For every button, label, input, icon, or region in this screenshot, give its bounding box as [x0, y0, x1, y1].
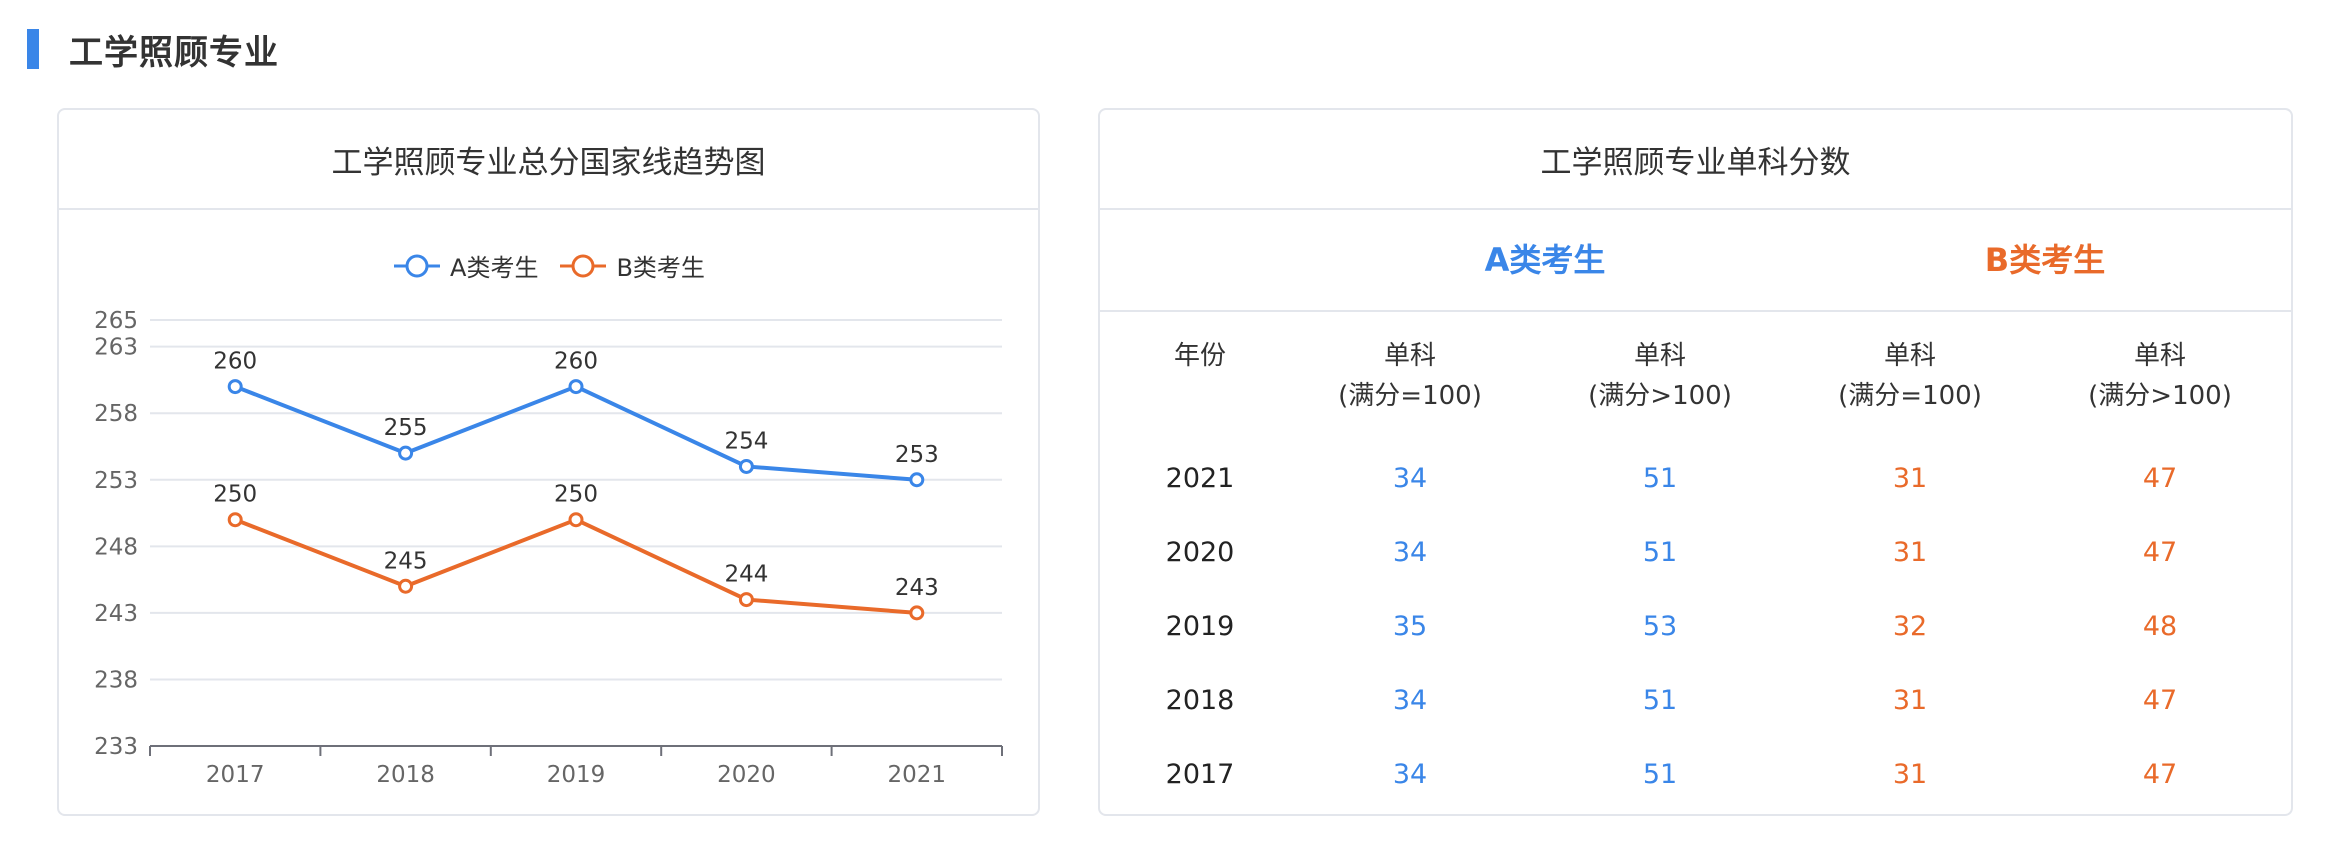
- section-title: 工学照顾专业: [69, 32, 279, 73]
- legend-a-icon: [394, 254, 441, 277]
- y-tick-label: 233: [94, 734, 138, 760]
- cell-a-col2: 53: [1642, 610, 1678, 642]
- legend-b-icon: [560, 254, 607, 277]
- data-point: [227, 512, 243, 528]
- cell-a-col2: 51: [1642, 684, 1678, 716]
- y-tick-label: 248: [94, 534, 138, 560]
- legend-item-a[interactable]: A类考生: [392, 248, 538, 283]
- cell-b-col1: 31: [1892, 684, 1928, 716]
- x-tick-label: 2017: [206, 762, 265, 788]
- cell-a-col2: 51: [1642, 462, 1678, 494]
- cell-a-col1: 34: [1392, 536, 1428, 568]
- cell-b-col1: 31: [1892, 462, 1928, 494]
- table-row: 2017 34 51 31 47: [1100, 737, 2291, 811]
- table-header: 年份 单科 (满分=100) 单科 (满分>100) 单科 (满分=100) 单…: [1100, 336, 2291, 426]
- y-tick-label: 238: [94, 667, 138, 693]
- table-row: 2018 34 51 31 47: [1100, 663, 2291, 737]
- header-b-col1: 单科 (满分=100): [1785, 336, 2035, 416]
- table-card-title: 工学照顾专业单科分数: [1100, 110, 2291, 210]
- data-point: [568, 379, 584, 395]
- data-point: [909, 605, 925, 621]
- cell-a-col1: 34: [1392, 462, 1428, 494]
- x-tick-label: 2021: [888, 762, 947, 788]
- header-a-col2-line1: 单科: [1633, 341, 1686, 371]
- y-tick-label: 243: [94, 601, 138, 627]
- header-a-col2: 单科 (满分>100): [1535, 336, 1785, 416]
- chart-card-title: 工学照顾专业总分国家线趋势图: [59, 110, 1038, 210]
- header-a-col2-line2: (满分>100): [1588, 381, 1732, 411]
- subject-score-card: 工学照顾专业单科分数 A类考生 B类考生 年份 单科 (满分=100) 单科 (…: [1098, 108, 2293, 816]
- y-tick-label: 258: [94, 401, 138, 427]
- cell-year: 2020: [1165, 536, 1235, 568]
- section-header: 工学照顾专业: [27, 28, 279, 73]
- legend-b-label: B类考生: [616, 254, 705, 282]
- cell-year: 2017: [1165, 758, 1235, 790]
- x-tick-label: 2018: [376, 762, 435, 788]
- cell-year: 2018: [1165, 684, 1235, 716]
- cell-b-col2: 47: [2142, 462, 2178, 494]
- data-label: 245: [384, 548, 428, 574]
- data-point: [398, 578, 414, 594]
- header-b-col2-line2: (满分>100): [2088, 381, 2232, 411]
- header-b-col1-line1: 单科: [1883, 341, 1936, 371]
- y-tick-label: 253: [94, 468, 138, 494]
- cell-b-col2: 47: [2142, 758, 2178, 790]
- table-row: 2021 34 51 31 47: [1100, 441, 2291, 515]
- cell-a-col1: 34: [1392, 758, 1428, 790]
- cell-a-col2: 51: [1642, 536, 1678, 568]
- trend-chart-card: 工学照顾专业总分国家线趋势图 A类考生 B类考生 233 238 243 248 253…: [57, 108, 1040, 816]
- cell-b-col2: 47: [2142, 684, 2178, 716]
- section-accent-bar: [27, 29, 39, 69]
- group-header-row: A类考生 B类考生: [1100, 208, 2291, 312]
- header-year: 年份: [1140, 336, 1260, 376]
- cell-a-col1: 34: [1392, 684, 1428, 716]
- series-line-a: [234, 384, 917, 482]
- y-tick-label: 263: [94, 335, 138, 361]
- header-b-col2-line1: 单科: [2133, 341, 2186, 371]
- data-point: [738, 592, 754, 608]
- cell-a-col1: 35: [1392, 610, 1428, 642]
- data-point: [909, 472, 925, 488]
- header-year-label: 年份: [1173, 341, 1226, 371]
- data-label: 244: [724, 562, 768, 588]
- series-line-b: [234, 517, 917, 615]
- legend-a-label: A类考生: [450, 254, 539, 282]
- group-b-label: B类考生: [1984, 241, 2106, 279]
- x-tick-label: 2020: [717, 762, 776, 788]
- cell-b-col2: 48: [2142, 610, 2178, 642]
- data-label: 260: [213, 349, 257, 375]
- table-row: 2019 35 53 32 48: [1100, 589, 2291, 663]
- data-label: 260: [554, 349, 598, 375]
- header-a-col1-line2: (满分=100): [1338, 381, 1482, 411]
- y-tick-label: 265: [94, 308, 138, 334]
- data-point: [738, 458, 754, 474]
- data-point: [568, 512, 584, 528]
- data-label: 253: [895, 442, 939, 468]
- data-label: 243: [895, 575, 939, 601]
- data-label: 254: [724, 428, 768, 454]
- header-a-col1: 单科 (满分=100): [1285, 336, 1535, 416]
- header-a-col1-line1: 单科: [1383, 341, 1436, 371]
- chart-legend: A类考生 B类考生: [59, 248, 1038, 283]
- legend-item-b[interactable]: B类考生: [558, 248, 705, 283]
- cell-year: 2021: [1165, 462, 1235, 494]
- cell-b-col2: 47: [2142, 536, 2178, 568]
- data-label: 250: [554, 482, 598, 508]
- data-point: [227, 379, 243, 395]
- data-point: [398, 445, 414, 461]
- group-a-label: A类考生: [1484, 241, 1606, 279]
- data-label: 250: [213, 482, 257, 508]
- table-row: 2020 34 51 31 47: [1100, 515, 2291, 589]
- cell-b-col1: 32: [1892, 610, 1928, 642]
- cell-b-col1: 31: [1892, 758, 1928, 790]
- cell-year: 2019: [1165, 610, 1235, 642]
- header-b-col1-line2: (满分=100): [1838, 381, 1982, 411]
- cell-a-col2: 51: [1642, 758, 1678, 790]
- data-label: 255: [384, 415, 428, 441]
- header-b-col2: 单科 (满分>100): [2035, 336, 2285, 416]
- cell-b-col1: 31: [1892, 536, 1928, 568]
- x-tick-label: 2019: [547, 762, 606, 788]
